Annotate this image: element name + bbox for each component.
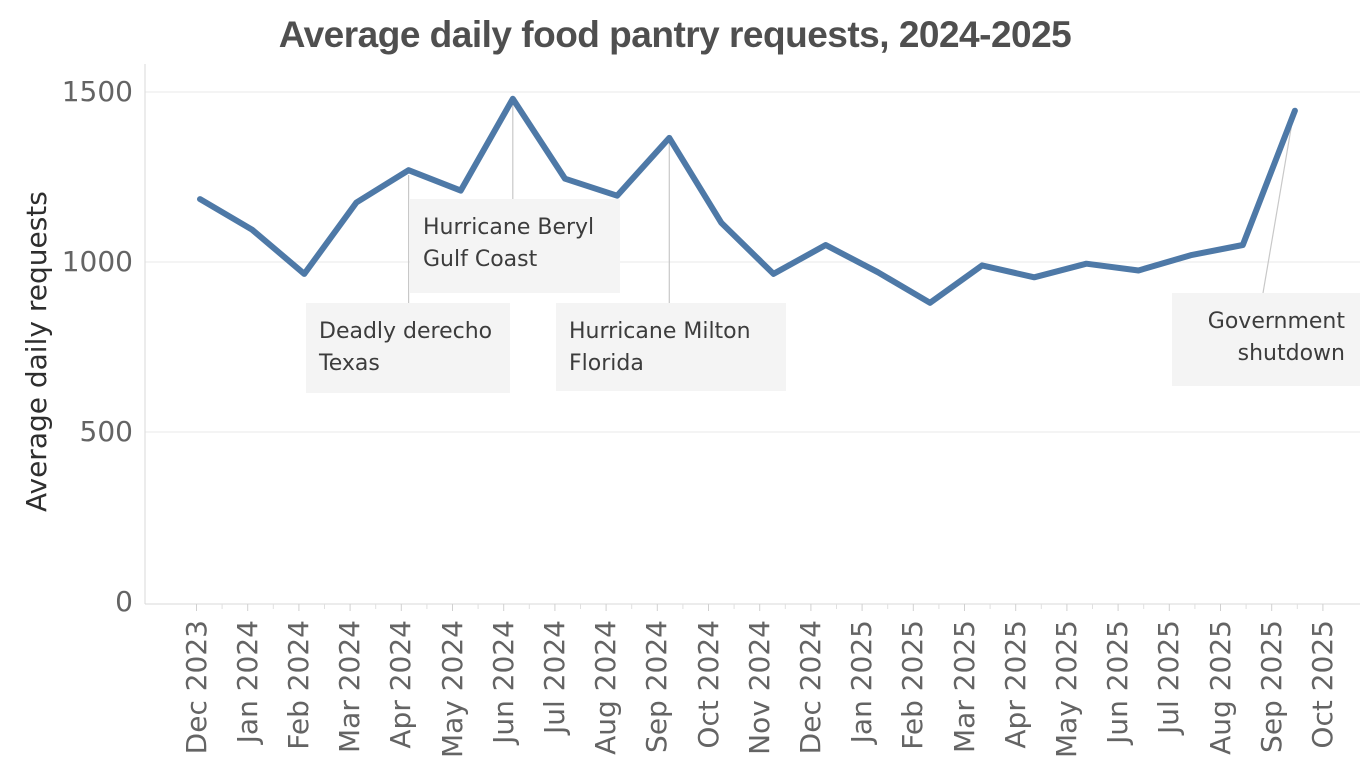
x-tick-label: Mar 2025 (947, 620, 981, 753)
annotation-text: Florida (569, 351, 644, 376)
annotation-text: Hurricane Beryl (423, 215, 595, 240)
x-tick-label: Aug 2024 (589, 620, 623, 755)
chart-title: Average daily food pantry requests, 2024… (278, 14, 1072, 55)
annotation-connector-line (1262, 116, 1294, 294)
x-tick-label: Sep 2024 (640, 620, 674, 753)
data-line-average-daily-requests (197, 95, 1298, 306)
annotation-text: Hurricane Milton (569, 319, 751, 344)
x-tick-label: Sep 2025 (1254, 620, 1288, 753)
x-tick-label: Feb 2025 (896, 620, 930, 750)
annotation-hurricane-beryl: Hurricane Beryl Gulf Coast (410, 199, 620, 293)
y-tick-label: 1500 (61, 75, 133, 108)
x-tick-label: Dec 2023 (179, 620, 213, 755)
annotation-text: Gulf Coast (423, 247, 538, 272)
x-tick-label: Jan 2024 (230, 620, 264, 744)
x-tick-label: Nov 2024 (742, 620, 776, 755)
annotation-deadly-derecho: Deadly derecho Texas (306, 303, 510, 393)
x-tick-label: Apr 2024 (384, 620, 418, 749)
x-tick-label: Oct 2025 (1305, 620, 1339, 749)
y-axis-title: Average daily requests (20, 191, 53, 512)
x-tick-label: Oct 2024 (691, 620, 725, 749)
x-tick-label: Jul 2024 (537, 620, 571, 734)
x-tick-label: May 2024 (435, 620, 469, 759)
annotation-text: Government (1207, 309, 1345, 334)
x-tick-label: May 2025 (1049, 620, 1083, 759)
x-tick-label: Feb 2024 (281, 620, 315, 750)
y-tick-label: 500 (79, 415, 133, 448)
annotation-text: Deadly derecho (319, 319, 493, 344)
x-tick-label: Jan 2025 (845, 620, 879, 744)
x-tick-label: Apr 2025 (998, 620, 1032, 749)
annotation-text: shutdown (1237, 341, 1345, 366)
x-tick-label: Aug 2025 (1203, 620, 1237, 755)
x-tick-label: Jun 2024 (486, 620, 520, 744)
y-tick-label: 0 (115, 585, 133, 618)
annotation-government-shutdown: Government shutdown (1172, 293, 1360, 386)
x-tick-label: Jul 2025 (1152, 620, 1186, 734)
x-tick-label: Jun 2025 (1101, 620, 1135, 744)
y-tick-label: 1000 (61, 245, 133, 278)
annotation-text: Texas (319, 351, 380, 376)
annotation-hurricane-milton: Hurricane Milton Florida (556, 303, 786, 391)
x-tick-label: Mar 2024 (333, 620, 367, 753)
x-tick-label: Dec 2024 (793, 620, 827, 755)
